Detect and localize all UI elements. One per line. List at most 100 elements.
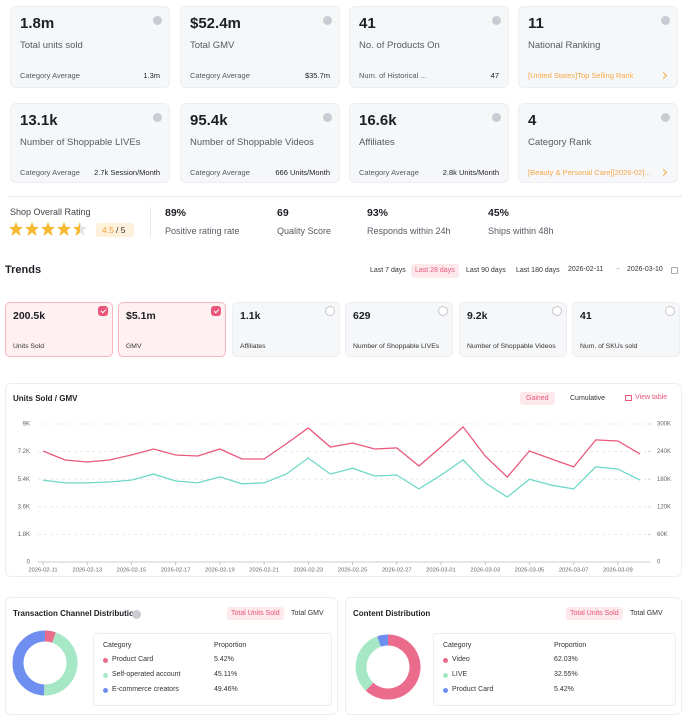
- table-header: Category: [443, 642, 472, 649]
- stat-label: National Ranking: [528, 40, 601, 51]
- section-title: Trends: [5, 264, 42, 276]
- range-button[interactable]: Last 180 days: [516, 267, 560, 274]
- date-to[interactable]: 2026-03-10: [627, 266, 663, 273]
- legend-table: Category Proportion Product Card 5.42% Self-…: [93, 633, 332, 706]
- metric-tile[interactable]: 200.5k Units Sold: [5, 302, 113, 357]
- panel-toggle[interactable]: Total GMV: [291, 610, 324, 617]
- chart-panel: [5, 383, 682, 577]
- stat-label: Number of Shoppable Videos: [190, 137, 314, 148]
- rating-score: 4.5: [102, 225, 114, 235]
- y2-tick-label: 0: [657, 560, 661, 566]
- x-tick-label: 2026-02-21: [249, 568, 279, 574]
- panel-title: Content Distribution: [353, 609, 431, 618]
- metric-tile[interactable]: $5.1m GMV: [118, 302, 226, 357]
- metric-tile[interactable]: 9.2k Number of Shoppable Videos: [459, 302, 567, 357]
- series-line: [42, 425, 641, 479]
- star: [73, 222, 87, 236]
- panel-toggle[interactable]: Total Units Sold: [227, 607, 284, 620]
- donut-segment: [355, 636, 382, 691]
- calendar-icon: [671, 267, 678, 274]
- info-icon: [323, 113, 332, 122]
- donut-segment: [44, 630, 56, 643]
- table-header: Category: [103, 642, 132, 649]
- metric-tile[interactable]: 629 Number of Shoppable LIVEs: [345, 302, 453, 357]
- date-from[interactable]: 2026-02-11: [568, 266, 604, 273]
- checkbox: [325, 306, 335, 316]
- footer-label: Category Average: [359, 168, 419, 177]
- tile-value: 200.5k: [13, 310, 46, 322]
- chart-toggle[interactable]: Gained: [520, 392, 555, 405]
- divider: [8, 196, 682, 197]
- view-table[interactable]: View table: [635, 394, 668, 401]
- rating-badge: 4.5/ 5: [96, 223, 134, 237]
- x-tick-label: 2026-02-19: [205, 568, 235, 574]
- stat-card: $52.4m Total GMV Category Average $35.7m: [180, 6, 340, 88]
- donut-segment: [12, 630, 46, 696]
- range-button[interactable]: Last 7 days: [370, 267, 406, 274]
- table-header: Proportion: [214, 642, 247, 649]
- footer-label: Category Average: [20, 71, 80, 80]
- x-tick-label: 2026-02-25: [338, 568, 368, 574]
- footer-label: Category Average: [190, 71, 250, 80]
- legend-value: 45.11%: [214, 671, 238, 678]
- y-tick-label: 7.2K: [18, 449, 30, 455]
- x-tick-label: 2026-03-05: [515, 568, 545, 574]
- ranking-link[interactable]: [Beauty & Personal Care][2026-02]...: [528, 168, 651, 177]
- y2-tick-label: 60K: [657, 532, 668, 538]
- distribution-panel: [5, 597, 338, 715]
- star: [57, 222, 71, 236]
- stat-value: 13.1k: [20, 112, 58, 129]
- legend-category: Product Card: [112, 656, 154, 663]
- panel-toggle[interactable]: Total GMV: [630, 610, 663, 617]
- series-line: [42, 457, 641, 498]
- metric-tile[interactable]: 1.1k Affiliates: [232, 302, 340, 357]
- x-tick-label: 2026-03-01: [426, 568, 456, 574]
- stat-card: 1.8m Total units sold Category Average 1.3m: [10, 6, 170, 88]
- info-icon: [153, 16, 162, 25]
- info-icon: [323, 16, 332, 25]
- stat-value: 41: [359, 15, 376, 32]
- check-mark: [213, 307, 219, 313]
- tile-value: 629: [353, 310, 371, 322]
- tile-value: 1.1k: [240, 310, 261, 322]
- stat-card: 4 Category Rank [Beauty & Personal Care][2…: [518, 103, 678, 183]
- star: [41, 222, 55, 236]
- tile-label: Number of Shoppable Videos: [467, 343, 556, 350]
- legend-category: Product Card: [452, 686, 494, 693]
- footer-value: 2.8k Units/Month: [442, 168, 499, 177]
- legend-dot: [103, 658, 108, 663]
- x-tick-label: 2026-02-27: [382, 568, 412, 574]
- ranking-link[interactable]: [United States]Top Selling Rank: [528, 71, 634, 80]
- chart-toggle[interactable]: Cumulative: [570, 395, 606, 402]
- panel-title: Transaction Channel Distribution: [13, 609, 139, 618]
- legend-category: Self-operated account: [112, 671, 181, 678]
- chevron: [659, 168, 668, 177]
- stat-label: No. of Products On: [359, 40, 440, 51]
- x-tick-label: 2026-02-11: [28, 568, 57, 574]
- rating-metric-value: 93%: [367, 207, 389, 219]
- range-button[interactable]: Last 28 days: [411, 264, 459, 278]
- legend-value: 49.46%: [214, 686, 238, 693]
- checkbox: [552, 306, 562, 316]
- donut-segment: [377, 634, 389, 647]
- stat-value: $52.4m: [190, 15, 241, 32]
- tile-label: Units Sold: [13, 343, 44, 350]
- stat-value: 95.4k: [190, 112, 228, 129]
- range-button[interactable]: Last 90 days: [466, 267, 506, 274]
- tile-label: GMV: [126, 343, 142, 350]
- footer-label: Num. of Historical ...: [359, 71, 427, 80]
- chart-title: Units Sold / GMV: [13, 394, 78, 403]
- info-icon: [153, 113, 162, 122]
- checkbox: [438, 306, 448, 316]
- info-icon: [492, 113, 501, 122]
- info-icon: [492, 16, 501, 25]
- rating-out-of: / 5: [116, 225, 126, 235]
- y-tick-label: 1.8K: [18, 532, 30, 538]
- check-mark: [100, 307, 106, 313]
- metric-tile[interactable]: 41 Num. of SKUs sold: [572, 302, 680, 357]
- stat-label: Total units sold: [20, 40, 83, 51]
- rating-metric-value: 69: [277, 207, 289, 219]
- footer-value: $35.7m: [304, 71, 330, 80]
- tile-value: 9.2k: [467, 310, 488, 322]
- panel-toggle[interactable]: Total Units Sold: [566, 607, 623, 620]
